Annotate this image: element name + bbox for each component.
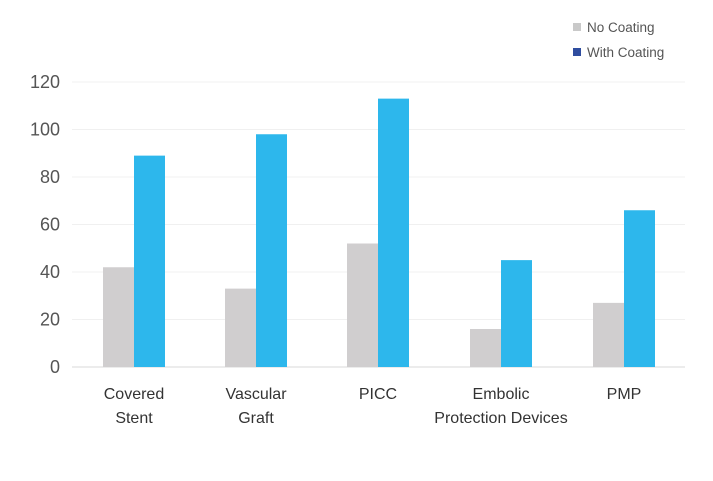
y-tick-label: 100	[30, 120, 60, 140]
bar-no-coating	[470, 329, 501, 367]
bar-no-coating	[347, 243, 378, 367]
y-tick-label: 20	[40, 310, 60, 330]
category-label: Covered Stent	[104, 386, 164, 427]
bars	[103, 98, 655, 367]
bar-with-coating	[624, 210, 655, 367]
bar-with-coating	[134, 155, 165, 367]
category-label: Embolic Protection Devices	[434, 386, 567, 427]
y-axis-tick-labels: 0 20 40 60 80 100 120	[30, 72, 60, 377]
bar-no-coating	[225, 288, 256, 367]
y-tick-label: 60	[40, 215, 60, 235]
legend-swatch	[573, 23, 581, 31]
y-tick-label: 120	[30, 72, 60, 92]
x-axis-category-labels: Covered Stent Vascular Graft PICC Embolic Prot…	[104, 386, 642, 427]
legend-label: With Coating	[587, 45, 664, 60]
category-label: PICC	[359, 386, 397, 403]
bar-with-coating	[256, 134, 287, 367]
y-tick-label: 0	[50, 357, 60, 377]
legend: No Coating With Coating	[573, 20, 664, 60]
bar-with-coating	[501, 260, 532, 367]
legend-swatch	[573, 48, 581, 56]
category-label: Vascular Graft	[225, 386, 287, 427]
category-label: PMP	[607, 386, 642, 403]
bar-with-coating	[378, 98, 409, 367]
bar-no-coating	[103, 267, 134, 367]
legend-label: No Coating	[587, 20, 655, 35]
y-tick-label: 40	[40, 262, 60, 282]
bar-no-coating	[593, 302, 624, 367]
y-tick-label: 80	[40, 167, 60, 187]
